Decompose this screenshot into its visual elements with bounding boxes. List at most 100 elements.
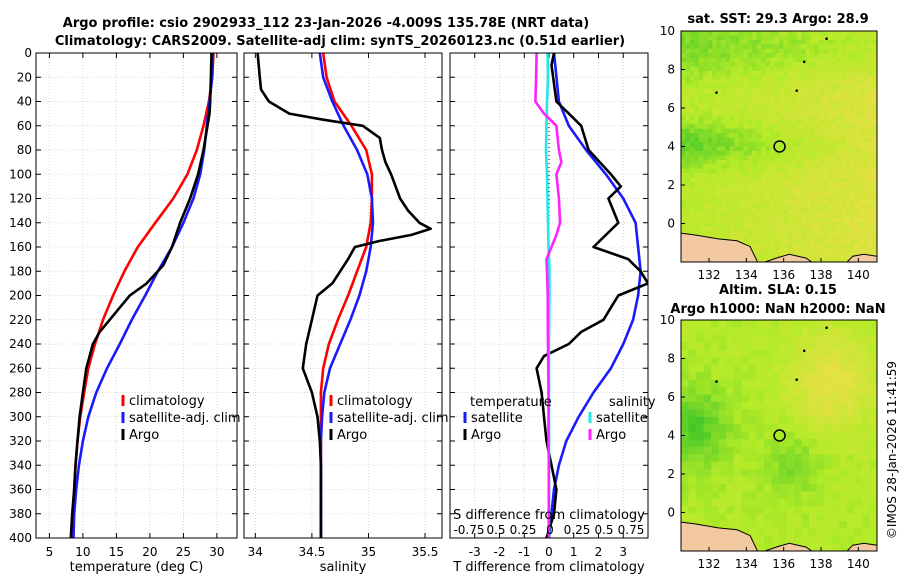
sla-map-cell (741, 349, 750, 358)
sst-map-cell (845, 31, 851, 36)
sst-map-cell (774, 110, 780, 116)
sla-map-cell (711, 431, 720, 440)
difference-xtick-label: 3 (619, 545, 627, 559)
sla-map-cell (711, 320, 720, 328)
sla-map-cell (688, 320, 697, 328)
sst-map-cell (770, 195, 775, 201)
sst-map-cell (747, 199, 753, 205)
sst-map-cell (850, 190, 856, 196)
sst-map-cell (783, 70, 789, 76)
sla-map-cell (816, 536, 825, 544)
sst-map-cell (823, 106, 829, 112)
sst-map-cell (859, 31, 865, 36)
sst-map-cell (694, 217, 700, 223)
sst-map-cell (845, 88, 851, 94)
sst-map-cell (832, 199, 838, 205)
sst-map-cell (850, 39, 856, 45)
sst-map-cell (756, 226, 762, 232)
sst-map-cell (770, 199, 775, 205)
sst-map-cell (841, 79, 847, 85)
sst-map-cell (805, 84, 811, 90)
sst-map-cell (823, 70, 829, 76)
sst-map-cell (805, 146, 811, 152)
sst-map-cell (810, 222, 816, 227)
sst-map-cell (787, 110, 793, 116)
sla-map-cell (726, 431, 735, 440)
sst-map-cell (863, 84, 869, 90)
sst-map-cell (774, 199, 780, 205)
sst-map-cell (836, 53, 842, 59)
sst-map-cell (836, 146, 842, 152)
sst-map-cell (810, 75, 816, 81)
sst-map-cell (681, 31, 686, 36)
sst-map-cell (805, 142, 811, 147)
sst-map-cell (819, 31, 824, 36)
sla-map-cell (839, 536, 848, 544)
sla-map-cell (786, 431, 795, 440)
sst-map-cell (796, 244, 802, 250)
sst-map-cell (850, 102, 856, 107)
sla-map-cell (771, 461, 780, 470)
sla-map-cell (748, 349, 757, 358)
sst-map-cell (738, 146, 744, 152)
sst-map-cell (854, 146, 860, 152)
sst-map-cell (805, 128, 811, 134)
sst-map-cell (787, 222, 793, 227)
sst-map-cell (707, 173, 713, 178)
sst-map-cell (770, 97, 775, 103)
sla-map-cell (703, 469, 712, 477)
sst-map-cell (712, 177, 718, 183)
sst-map-cell (712, 199, 718, 205)
sst-map-cell (836, 84, 842, 90)
sst-map-cell (681, 128, 686, 134)
sst-map-cell (859, 102, 865, 107)
sst-map-cell (730, 93, 735, 99)
sla-map-cell (846, 528, 855, 537)
sst-map-cell (832, 190, 838, 196)
sst-map-cell (725, 177, 731, 183)
sla-map-cell (831, 364, 840, 373)
sst-map-cell (703, 124, 709, 130)
sla-map-cell (756, 364, 765, 373)
salinity-xtick-label: 35 (361, 545, 376, 559)
sst-map-cell (716, 84, 722, 90)
sst-map-cell (836, 137, 842, 143)
sst-map-cell (823, 173, 829, 178)
sst-map-cell (716, 164, 722, 170)
sst-map-cell (841, 253, 847, 258)
sla-map-cell (681, 364, 689, 373)
sst-map-cell (868, 248, 873, 254)
sst-map-cell (801, 88, 807, 94)
sla-map-cell (824, 357, 833, 366)
sst-map-cell (801, 48, 807, 54)
sla-map-cell (733, 513, 742, 522)
sla-map-cell (861, 446, 870, 455)
sst-map-cell (716, 235, 722, 241)
sst-map-cell (716, 79, 722, 85)
sst-map-cell (783, 168, 789, 174)
sla-map-cell (809, 491, 818, 500)
sst-map-cell (819, 173, 824, 178)
sst-map-cell (756, 235, 762, 241)
sst-map-cell (832, 253, 838, 258)
sla-map-cell (794, 394, 803, 403)
sst-map-cell (725, 155, 731, 161)
sst-map-cell (770, 62, 775, 67)
sst-map-cell (850, 186, 856, 192)
sst-map-cell (841, 199, 847, 205)
sst-map-cell (863, 168, 869, 174)
sst-map-cell (810, 146, 816, 152)
sst-map-cell (832, 115, 838, 121)
sla-map-cell (831, 521, 840, 530)
sst-map-cell (725, 182, 731, 187)
sla-map-cell (771, 536, 780, 544)
sst-map-cell (738, 115, 744, 121)
sst-map-cell (801, 168, 807, 174)
sst-map-cell (765, 119, 771, 125)
title-line-2: Climatology: CARS2009. Satellite-adj cli… (55, 34, 625, 49)
sst-map-cell (694, 226, 700, 232)
sst-map-cell (689, 208, 695, 214)
sst-map-cell (694, 182, 700, 187)
sla-map-cell (786, 461, 795, 470)
sst-map-cell (805, 168, 811, 174)
